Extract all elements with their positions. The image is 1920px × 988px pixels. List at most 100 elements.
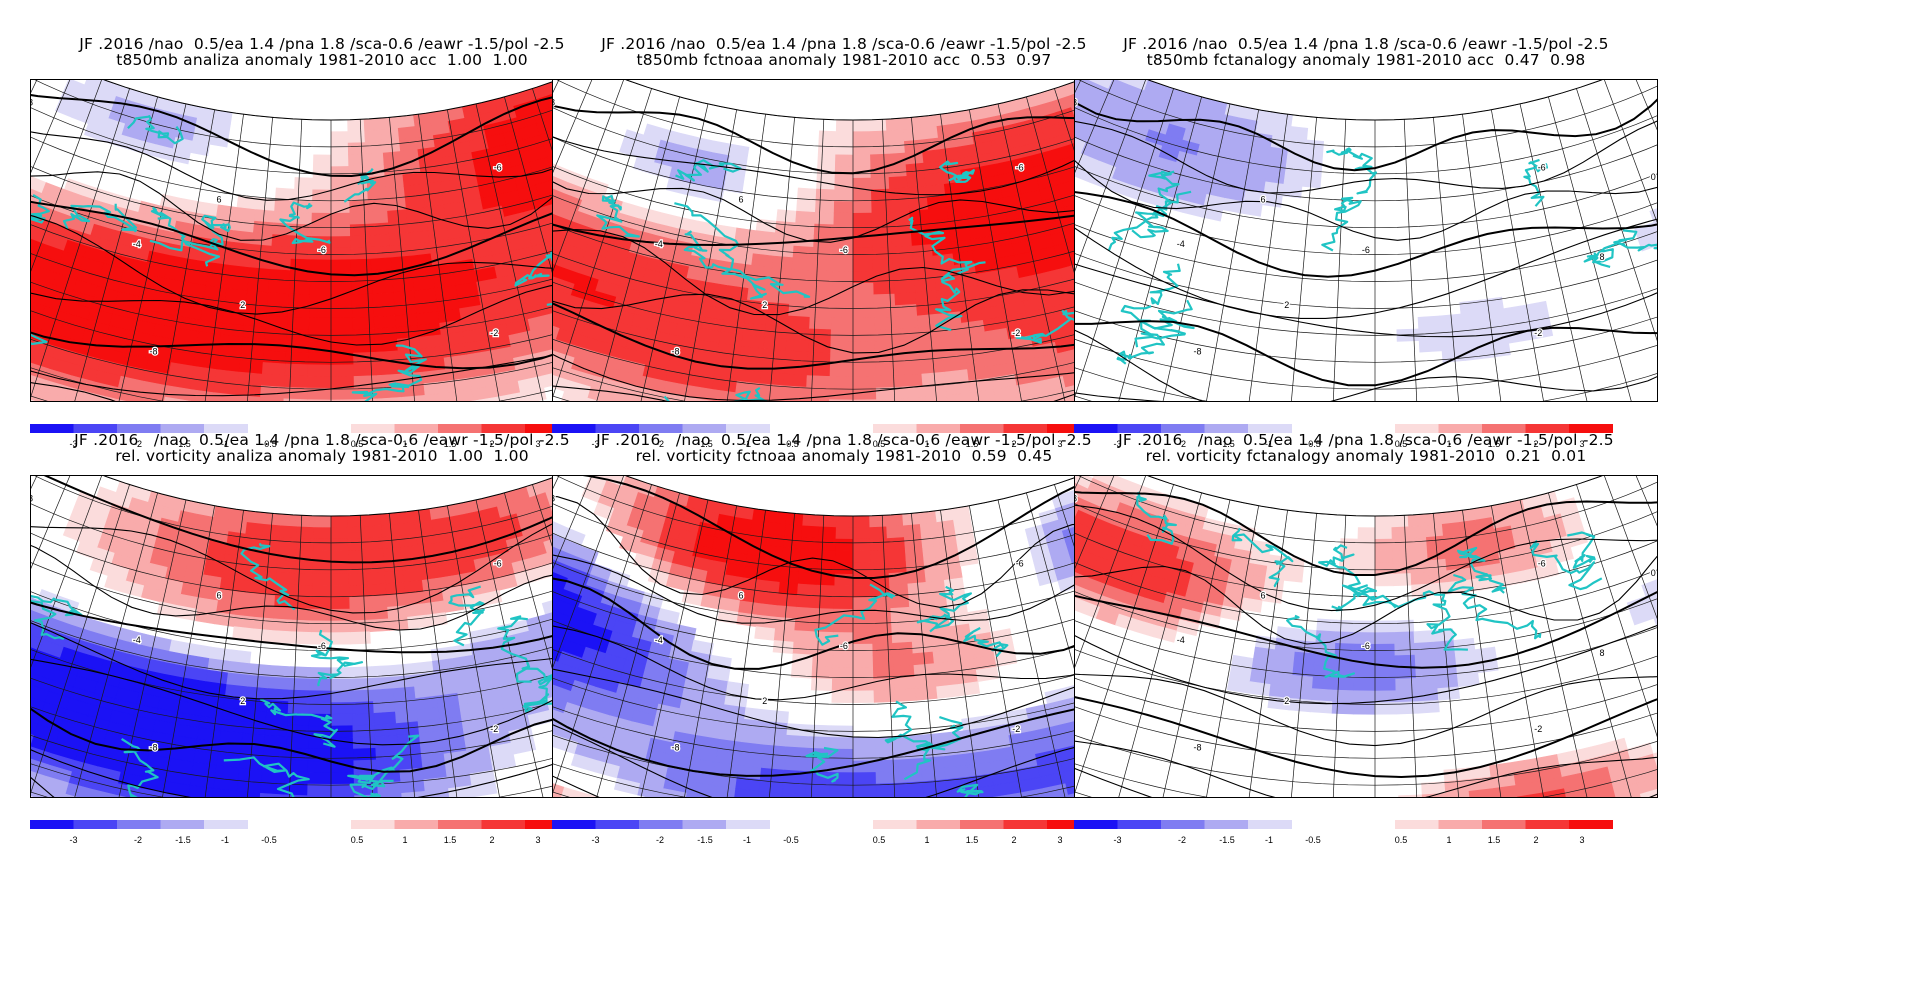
colorbar-swatch [204, 424, 248, 433]
field-cell [496, 392, 524, 401]
map-plot: -8-6-4-202468-8-6-4-2 [553, 476, 1135, 797]
field-cell [852, 329, 876, 343]
colorbar-label: -0.5 [1305, 439, 1321, 449]
colorbar-label: -1 [1265, 439, 1273, 449]
field-cell [875, 375, 900, 389]
panel-title-line1: JF .2016 /nao 0.5/ea 1.4 /pna 1.8 /sca-0… [79, 35, 565, 53]
field-cell [400, 545, 420, 560]
field-cell [365, 152, 385, 167]
map-outline [103, 80, 559, 121]
contour-label: 2 [1284, 696, 1289, 706]
field-cell [919, 522, 939, 537]
colorbar-swatch [960, 820, 1004, 829]
colorbar-swatch [1569, 424, 1613, 433]
colorbar-label: 2 [489, 835, 494, 845]
colorbar-label: -3 [69, 439, 77, 449]
field-cell [283, 398, 308, 401]
field-cell [350, 258, 372, 272]
field-cell [869, 526, 888, 540]
field-cell [278, 537, 298, 551]
contour-label: -8 [553, 493, 555, 503]
field-cell [1445, 556, 1466, 572]
colorbar-svg: -3 -2 -1.5 -1 -0.5 0.5 1 1.5 2 3 [1074, 424, 1613, 449]
field-cell [1332, 677, 1355, 692]
map-outline [1147, 80, 1603, 121]
field-cell [805, 398, 830, 401]
field-cell [637, 783, 664, 797]
field-cell [353, 747, 377, 762]
field-cell [852, 294, 875, 308]
field-cell [891, 234, 913, 248]
field-cell [306, 399, 332, 401]
field-cell [892, 653, 915, 667]
field-cell [330, 399, 356, 401]
field-cell [313, 527, 332, 540]
field-cell [371, 280, 395, 295]
field-cell [887, 548, 907, 563]
contour-label: -8 [671, 347, 679, 357]
field-cell [162, 396, 189, 401]
field-cell [330, 538, 349, 552]
field-cell [347, 142, 367, 156]
field-cell [829, 364, 854, 378]
field-cell [373, 711, 397, 726]
field-cell [348, 549, 367, 563]
field-cell [138, 788, 166, 797]
field-cell [818, 526, 837, 540]
field-cell [402, 172, 423, 187]
field-cell [875, 759, 900, 773]
field-cell [920, 360, 946, 375]
colorbar-swatch [1438, 424, 1483, 433]
field-cell [872, 258, 894, 272]
field-cell [796, 199, 817, 213]
field-cell [834, 177, 854, 191]
colorbar-swatch [30, 424, 74, 433]
field-cell [830, 329, 854, 343]
colorbar-label: -0.5 [261, 835, 277, 845]
field-cell [349, 223, 371, 237]
colorbar-label: 1.5 [966, 439, 979, 449]
colorbar-swatch [682, 424, 727, 433]
field-cell [520, 387, 547, 401]
contour-label: -6 [494, 559, 502, 569]
colorbar-label: -2 [1178, 439, 1186, 449]
field-cell [330, 713, 354, 727]
field-cell [313, 538, 332, 552]
field-cell [1311, 676, 1335, 691]
colorbar-svg: -3 -2 -1.5 -1 -0.5 0.5 1 1.5 2 3 [552, 424, 1091, 449]
field-cell [347, 538, 367, 552]
contour-label: 6 [1260, 195, 1265, 205]
panel-title-line2: rel. vorticity fctanalogy anomaly 1981-2… [1145, 447, 1587, 465]
field-cell [1374, 538, 1393, 552]
field-cell [367, 199, 388, 213]
field-cell [833, 201, 854, 214]
field-cell [898, 373, 924, 388]
field-cell [1332, 689, 1355, 703]
colorbar-swatch [1117, 820, 1162, 829]
field-cell [888, 164, 908, 178]
field-cell [31, 394, 40, 401]
field-cell [796, 595, 817, 609]
field-cell [65, 386, 93, 401]
colorbar-label: 1 [1446, 439, 1451, 449]
coastlines [1107, 147, 1657, 365]
field-cell [852, 737, 876, 750]
field-cell [946, 392, 973, 401]
map-frame: -8-6-4-202468-8-6-4-2 [1074, 475, 1658, 798]
field-cell [239, 568, 260, 583]
contour-label: 0 [1651, 172, 1656, 182]
field-cell [870, 549, 889, 563]
field-cell [818, 130, 837, 144]
field-cell [789, 292, 812, 306]
colorbar-swatch [1525, 424, 1570, 433]
field-cell [330, 562, 350, 575]
field-cell [1391, 538, 1411, 552]
field-cell [372, 688, 395, 702]
field-cell [852, 154, 872, 168]
field-cell [1316, 618, 1338, 633]
field-cell [330, 154, 350, 168]
colorbar: -3 -2 -1.5 -1 -0.5 0.5 1 1.5 2 3 [30, 424, 620, 458]
field-cell [1441, 522, 1461, 537]
field-cell [768, 510, 788, 525]
field-cell [852, 201, 873, 214]
